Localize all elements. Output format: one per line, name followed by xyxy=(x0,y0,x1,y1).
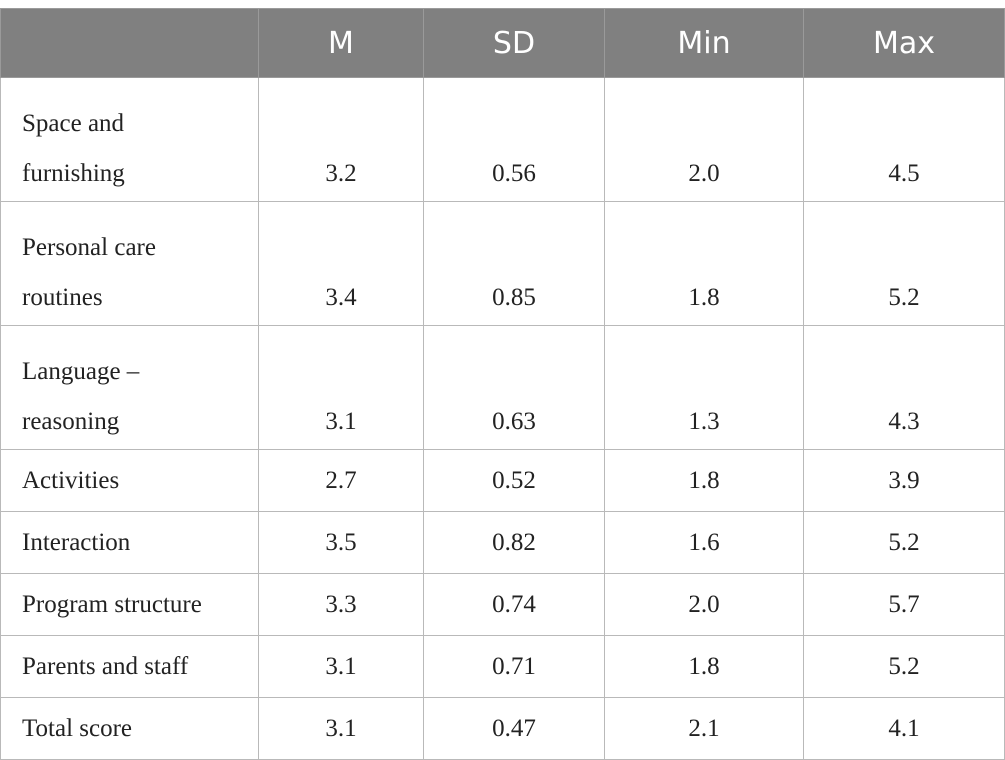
cell-max: 4.1 xyxy=(803,697,1005,760)
header-row: M SD Min Max xyxy=(0,8,1005,78)
row-label-line: Language – xyxy=(22,358,140,385)
header-cell-max: Max xyxy=(803,8,1005,78)
row-label: Program structure xyxy=(0,573,259,636)
table-row: Program structure 3.3 0.74 2.0 5.7 xyxy=(0,573,1005,636)
cell-max: 3.9 xyxy=(803,449,1005,512)
header-cell-m: M xyxy=(258,8,424,78)
cell-min: 2.1 xyxy=(604,697,804,760)
cell-max: 5.2 xyxy=(803,635,1005,698)
cell-sd: 0.74 xyxy=(423,573,605,636)
statistics-table: M SD Min Max Space and furnishing 3.2 0.5… xyxy=(0,8,1005,760)
cell-m: 3.3 xyxy=(258,573,424,636)
cell-sd: 0.85 xyxy=(423,201,605,326)
table-header: M SD Min Max xyxy=(0,8,1005,78)
table-row: Personal care routines 3.4 0.85 1.8 5.2 xyxy=(0,201,1005,326)
table-body: Space and furnishing 3.2 0.56 2.0 4.5 Per… xyxy=(0,77,1005,760)
row-label-line: reasoning xyxy=(22,408,120,435)
table-row: Total score 3.1 0.47 2.1 4.1 xyxy=(0,697,1005,760)
cell-min: 1.8 xyxy=(604,201,804,326)
row-label: Activities xyxy=(0,449,259,512)
cell-min: 1.8 xyxy=(604,449,804,512)
row-label: Personal care routines xyxy=(0,201,259,326)
cell-m: 3.4 xyxy=(258,201,424,326)
cell-m: 3.5 xyxy=(258,511,424,574)
cell-sd: 0.63 xyxy=(423,325,605,450)
row-label: Total score xyxy=(0,697,259,760)
cell-max: 5.2 xyxy=(803,201,1005,326)
cell-m: 3.1 xyxy=(258,635,424,698)
cell-min: 1.6 xyxy=(604,511,804,574)
cell-max: 5.7 xyxy=(803,573,1005,636)
cell-sd: 0.71 xyxy=(423,635,605,698)
row-label-line: Personal care xyxy=(22,234,156,261)
cell-m: 3.1 xyxy=(258,697,424,760)
cell-m: 3.1 xyxy=(258,325,424,450)
cell-sd: 0.82 xyxy=(423,511,605,574)
cell-max: 4.5 xyxy=(803,77,1005,202)
row-label: Parents and staff xyxy=(0,635,259,698)
header-cell-sd: SD xyxy=(423,8,605,78)
cell-sd: 0.56 xyxy=(423,77,605,202)
cell-max: 4.3 xyxy=(803,325,1005,450)
table-row: Parents and staff 3.1 0.71 1.8 5.2 xyxy=(0,635,1005,698)
cell-sd: 0.52 xyxy=(423,449,605,512)
row-label-line: Space and xyxy=(22,110,125,137)
row-label: Interaction xyxy=(0,511,259,574)
row-label-line: furnishing xyxy=(22,160,125,187)
cell-min: 1.8 xyxy=(604,635,804,698)
header-cell-blank xyxy=(0,8,259,78)
row-label: Language – reasoning xyxy=(0,325,259,450)
cell-m: 3.2 xyxy=(258,77,424,202)
table-row: Space and furnishing 3.2 0.56 2.0 4.5 xyxy=(0,77,1005,202)
cell-min: 2.0 xyxy=(604,77,804,202)
cell-min: 2.0 xyxy=(604,573,804,636)
cell-min: 1.3 xyxy=(604,325,804,450)
cell-m: 2.7 xyxy=(258,449,424,512)
table-row: Activities 2.7 0.52 1.8 3.9 xyxy=(0,449,1005,512)
table-row: Language – reasoning 3.1 0.63 1.3 4.3 xyxy=(0,325,1005,450)
row-label-line: routines xyxy=(22,284,103,311)
row-label: Space and furnishing xyxy=(0,77,259,202)
table-row: Interaction 3.5 0.82 1.6 5.2 xyxy=(0,511,1005,574)
cell-max: 5.2 xyxy=(803,511,1005,574)
header-cell-min: Min xyxy=(604,8,804,78)
cell-sd: 0.47 xyxy=(423,697,605,760)
